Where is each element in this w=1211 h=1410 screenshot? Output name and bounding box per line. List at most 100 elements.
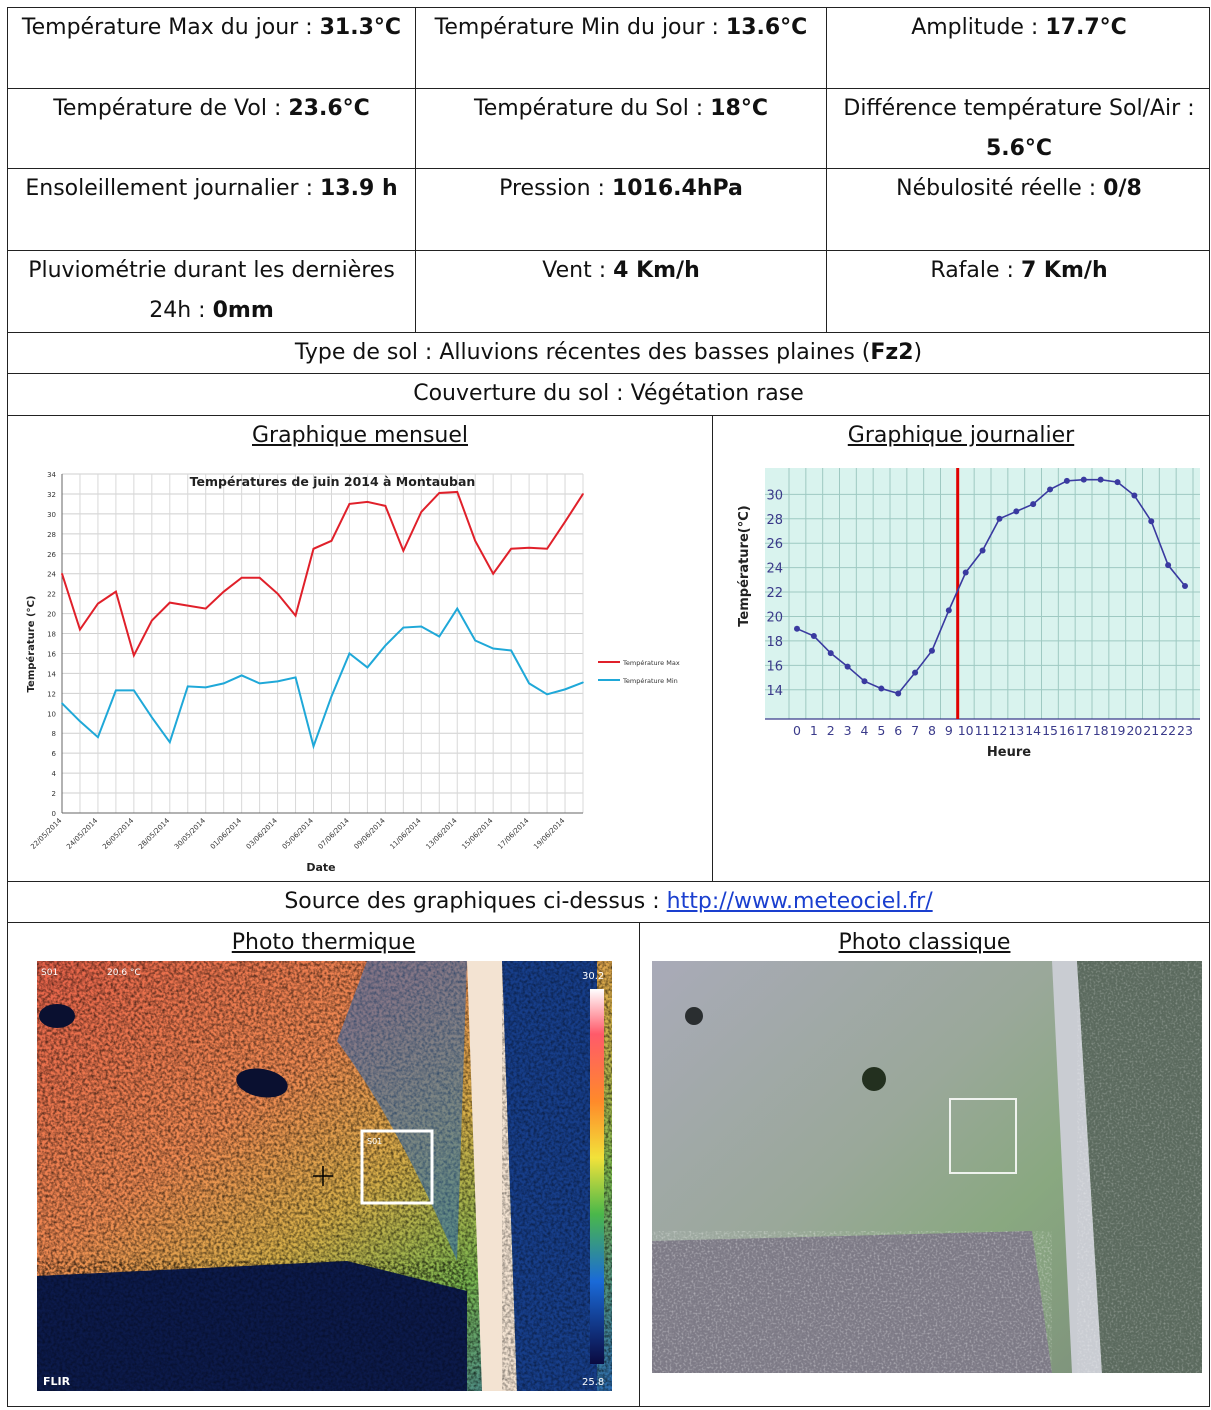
monthly-point <box>115 689 117 692</box>
stat-cell: Température du Sol : 18°C <box>416 89 827 168</box>
monthly-point <box>186 604 189 607</box>
monthly-point <box>420 511 423 513</box>
monthly-x-tick: 01/06/2014 <box>209 816 244 851</box>
stat-label: Rafale : <box>930 258 1014 283</box>
daily-x-tick: 16 <box>1059 723 1075 738</box>
monthly-point <box>528 546 530 549</box>
stat-value: 7 Km/h <box>1020 258 1108 283</box>
daily-point <box>878 685 885 692</box>
stat-cell: Ensoleillement journalier : 13.9 h <box>8 169 416 250</box>
monthly-point <box>133 689 135 692</box>
daily-x-tick: 9 <box>945 723 953 738</box>
monthly-x-tick: 03/06/2014 <box>245 816 280 851</box>
stat-cell: Rafale : 7 Km/h <box>827 251 1211 332</box>
monthly-x-tick: 13/06/2014 <box>424 816 459 851</box>
daily-point <box>861 678 868 685</box>
daily-x-tick: 8 <box>928 723 936 738</box>
monthly-point <box>330 540 333 542</box>
stat-cell: Pression : 1016.4hPa <box>416 169 827 250</box>
monthly-x-tick: 17/06/2014 <box>496 816 531 851</box>
stat-cell: Température Max du jour : 31.3°C <box>8 8 416 88</box>
monthly-x-tick: 11/06/2014 <box>389 816 424 851</box>
monthly-point <box>222 590 225 593</box>
daily-point <box>827 650 834 657</box>
monthly-point <box>240 674 243 677</box>
daily-x-tick: 19 <box>1110 723 1126 738</box>
stat-value: 4 Km/h <box>613 258 700 283</box>
daily-x-tick: 10 <box>958 723 974 738</box>
monthly-y-tick: 12 <box>47 690 56 698</box>
monthly-x-label: Date <box>306 861 335 874</box>
daily-y-tick: 24 <box>766 562 783 577</box>
monthly-point <box>151 716 153 719</box>
soil-cover-row: Couverture du sol : Végétation rase <box>8 374 1209 416</box>
monthly-point <box>79 628 81 631</box>
monthly-point <box>564 521 566 523</box>
thermal-spot-temp: 20.6 °C <box>107 968 141 978</box>
source-line: Source des graphiques ci-dessus : http:/… <box>8 882 1209 922</box>
monthly-x-tick: 15/06/2014 <box>460 816 495 851</box>
monthly-point <box>222 682 225 685</box>
thermal-photo: S01 20.6 °C 30.2 25.8 FLIR S01 <box>37 961 612 1391</box>
stat-value: 13.9 h <box>320 176 398 201</box>
monthly-x-tick: 28/05/2014 <box>137 816 172 851</box>
weather-report-table: Température Max du jour : 31.3°C Températ… <box>7 7 1210 1407</box>
monthly-y-tick: 22 <box>47 591 56 599</box>
daily-x-tick: 20 <box>1126 723 1142 738</box>
daily-point <box>844 663 851 670</box>
monthly-y-tick: 10 <box>47 710 56 718</box>
monthly-point <box>438 635 441 638</box>
daily-point <box>945 607 952 614</box>
monthly-y-tick: 30 <box>47 511 56 519</box>
monthly-y-tick: 6 <box>52 750 57 758</box>
thermal-scale-min: 25.8 <box>582 1377 604 1388</box>
monthly-point <box>456 607 459 610</box>
classic-photo-heading: Photo classique <box>838 930 1011 955</box>
monthly-chart-cell: Graphique mensuel 0 2 4 6 8 10 12 14 16 18 20 22 24 2… <box>8 416 713 881</box>
stat-label: Pression : <box>499 176 605 201</box>
monthly-legend-label: Température Max <box>622 659 680 667</box>
source-link[interactable]: http://www.meteociel.fr/ <box>666 889 933 914</box>
daily-y-tick: 28 <box>766 513 783 528</box>
monthly-point <box>79 720 81 723</box>
daily-point <box>1182 582 1188 589</box>
daily-y-tick: 20 <box>766 610 783 625</box>
classic-photo-cell: Photo classique <box>640 923 1209 1406</box>
monthly-point <box>258 576 261 579</box>
monthly-x-tick: 26/05/2014 <box>101 816 136 851</box>
monthly-y-tick: 4 <box>52 770 57 778</box>
daily-chart-cell: Graphique journalier 14 16 18 20 22 24 26 28 30 0… <box>713 416 1209 881</box>
monthly-point <box>366 666 369 669</box>
daily-y-tick: 22 <box>766 586 783 601</box>
daily-y-tick: 30 <box>766 488 783 503</box>
daily-x-tick: 6 <box>894 723 902 738</box>
daily-point <box>1047 486 1054 493</box>
monthly-x-tick: 09/06/2014 <box>353 816 388 851</box>
monthly-point <box>402 549 405 552</box>
monthly-point <box>294 676 297 679</box>
daily-point <box>1097 476 1104 483</box>
monthly-point <box>133 654 135 657</box>
daily-x-tick: 7 <box>911 723 919 738</box>
soil-cover: Couverture du sol : Végétation rase <box>8 374 1209 414</box>
monthly-chart-title: Températures de juin 2014 à Montauban <box>190 474 476 489</box>
soil-cover-text: Végétation rase <box>630 381 804 406</box>
monthly-point <box>258 682 261 685</box>
soil-type: Type de sol : Alluvions récentes des bas… <box>294 340 923 365</box>
source-row: Source des graphiques ci-dessus : http:/… <box>8 882 1209 923</box>
stats-row: Pluviométrie durant les dernières 24h : … <box>8 251 1209 333</box>
soil-type-code: Fz2 <box>870 340 914 365</box>
soil-type-label: Type de sol : <box>294 340 433 365</box>
daily-point <box>1063 477 1070 484</box>
monthly-point <box>492 647 494 650</box>
monthly-y-tick: 18 <box>47 631 56 639</box>
daily-point <box>810 633 817 640</box>
monthly-point <box>168 741 171 744</box>
monthly-point <box>61 702 63 705</box>
monthly-point <box>582 493 584 495</box>
monthly-y-tick: 32 <box>47 491 56 499</box>
monthly-y-tick: 16 <box>47 650 56 658</box>
monthly-y-tick: 34 <box>47 471 56 479</box>
stat-cell: Pluviométrie durant les dernières 24h : … <box>8 251 416 332</box>
daily-x-tick: 13 <box>1008 723 1024 738</box>
